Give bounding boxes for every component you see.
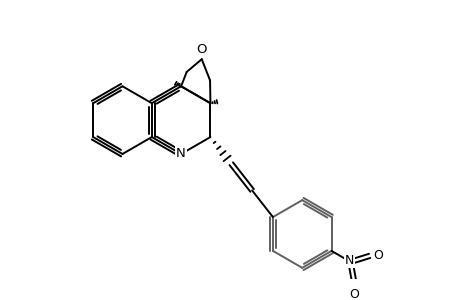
Text: O: O <box>349 288 358 300</box>
Text: O: O <box>196 43 207 56</box>
Text: O: O <box>373 249 383 262</box>
Text: N: N <box>176 148 185 160</box>
Text: N: N <box>344 254 353 267</box>
